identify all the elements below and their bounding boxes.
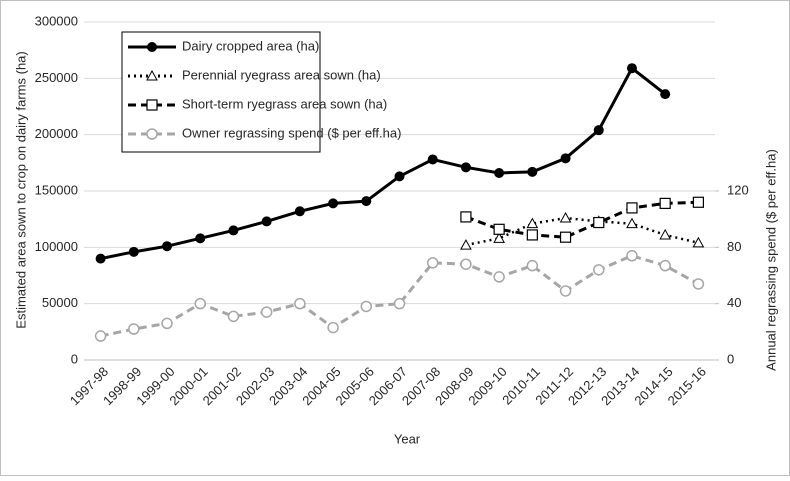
y2-tick-label: 40	[727, 295, 741, 310]
marker	[162, 241, 173, 252]
y-tick-label: 300000	[35, 13, 78, 28]
marker	[95, 253, 106, 264]
marker	[227, 310, 240, 323]
marker	[460, 258, 472, 270]
marker	[660, 89, 671, 100]
marker	[559, 212, 572, 223]
marker	[294, 206, 305, 217]
marker	[494, 167, 505, 178]
marker	[626, 250, 638, 262]
y-tick-label: 150000	[35, 182, 78, 197]
marker	[195, 233, 206, 244]
marker	[128, 323, 140, 335]
marker	[626, 63, 637, 74]
marker	[128, 246, 139, 257]
marker	[261, 216, 272, 227]
marker	[228, 225, 239, 236]
marker	[328, 198, 339, 209]
marker	[593, 216, 605, 229]
y-tick-label: 100000	[35, 239, 78, 254]
marker	[393, 297, 406, 310]
marker	[146, 128, 158, 140]
marker	[147, 42, 157, 52]
marker	[361, 196, 372, 207]
marker	[146, 69, 158, 81]
marker	[659, 228, 672, 240]
marker	[327, 321, 339, 334]
legend: Dairy cropped area (ha) Perennial ryegras…	[121, 31, 401, 153]
marker	[527, 166, 538, 177]
marker	[593, 125, 604, 136]
legend-label: Owner regrassing spend ($ per eff.ha)	[182, 125, 401, 140]
marker	[493, 223, 505, 235]
marker	[194, 297, 206, 310]
legend-label: Dairy cropped area (ha)	[182, 38, 319, 53]
marker	[692, 236, 705, 248]
y2-tick-label: 120	[727, 182, 749, 197]
marker	[559, 231, 572, 243]
y-tick-label: 0	[71, 351, 78, 366]
marker	[427, 154, 438, 165]
marker	[560, 153, 571, 164]
marker	[360, 300, 373, 313]
marker	[626, 217, 638, 229]
marker	[526, 259, 539, 272]
marker	[659, 197, 671, 209]
y2-tick-label: 0	[727, 351, 734, 366]
marker	[460, 211, 472, 223]
marker	[626, 202, 638, 214]
y2-tick-label: 80	[727, 239, 741, 254]
legend-label: Short-term ryegrass area sown (ha)	[182, 96, 387, 111]
marker	[146, 99, 158, 111]
marker	[161, 317, 173, 330]
y-tick-label: 50000	[42, 295, 78, 310]
marker	[94, 330, 107, 342]
marker	[659, 259, 671, 272]
marker	[260, 306, 273, 318]
marker	[526, 217, 539, 229]
marker	[692, 278, 705, 290]
marker	[460, 162, 471, 173]
marker	[526, 229, 538, 241]
series-line	[100, 65, 667, 261]
marker	[460, 239, 472, 250]
marker	[493, 232, 505, 243]
marker	[426, 257, 439, 269]
marker	[394, 171, 405, 182]
marker	[692, 196, 704, 208]
y2-axis-label: Annual regrassing spend ($ per eff.ha)	[763, 149, 778, 371]
y-tick-label: 250000	[35, 70, 78, 85]
marker	[559, 285, 572, 297]
y-tick-label: 200000	[35, 126, 78, 141]
marker	[294, 297, 306, 310]
series-line	[465, 216, 699, 247]
marker	[493, 271, 505, 283]
marker	[593, 264, 605, 276]
x-axis-label: Year	[394, 431, 421, 446]
legend-label: Perennial ryegrass area sown (ha)	[182, 67, 381, 82]
y-axis-label: Estimated area sown to crop on dairy far…	[13, 51, 28, 328]
